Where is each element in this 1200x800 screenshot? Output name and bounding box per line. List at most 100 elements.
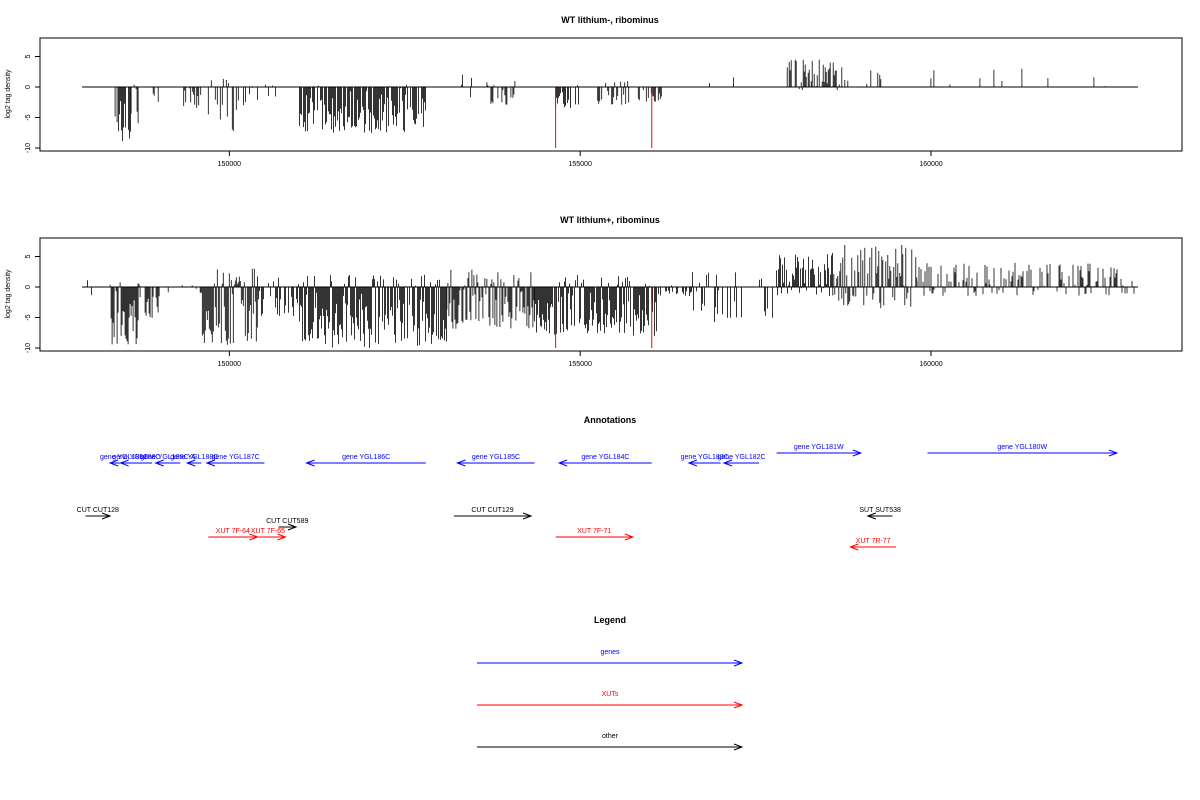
feature-arrowhead bbox=[185, 459, 196, 467]
y-tick-label: 5 bbox=[25, 254, 32, 258]
x-tick-label: 150000 bbox=[218, 361, 241, 368]
feature-label: gene YGL189C bbox=[100, 454, 148, 461]
other-feature: CUT CUT128 bbox=[77, 507, 119, 520]
gene-feature: gene YGL188C bbox=[170, 454, 218, 467]
legend-item-other: other bbox=[477, 733, 744, 751]
feature-arrowhead bbox=[455, 459, 466, 467]
feature-label: gene YGL182C bbox=[717, 454, 765, 461]
legend-item-xut: XUTs bbox=[477, 691, 744, 709]
feature-arrowhead bbox=[852, 449, 863, 457]
feature-arrowhead bbox=[522, 512, 533, 520]
other-feature: CUT CUT129 bbox=[453, 507, 533, 520]
gene-feature: gene YGL181W bbox=[776, 444, 863, 457]
legend-label: XUTs bbox=[602, 691, 619, 698]
legend-items: genes XUTs other bbox=[477, 649, 744, 751]
annotations-title: Annotations bbox=[584, 415, 637, 425]
feature-arrowhead bbox=[687, 459, 698, 467]
legend-arrowhead bbox=[733, 743, 744, 751]
y-tick-label: 0 bbox=[25, 285, 32, 289]
feature-arrowhead bbox=[205, 459, 216, 467]
feature-label: gene YGL188C-A bbox=[140, 454, 195, 461]
y-tick-label: -5 bbox=[25, 314, 32, 320]
legend-label: genes bbox=[600, 649, 620, 656]
highlight-bar-group bbox=[555, 287, 653, 348]
feature-label: XUT 7F-71 bbox=[577, 528, 611, 535]
gene-feature: gene YGL185C bbox=[455, 454, 535, 467]
feature-arrowhead bbox=[277, 533, 287, 541]
feature-label: gene YGL187C bbox=[212, 454, 260, 461]
y-axis: 5 0 -5 -10 bbox=[25, 254, 41, 353]
feature-label: gene YGL188C bbox=[170, 454, 218, 461]
gene-feature: gene YGL188C bbox=[112, 454, 160, 467]
xut-feature: XUT 7F-65 bbox=[250, 528, 287, 541]
feature-arrowhead bbox=[287, 523, 298, 531]
y-tick-label: -10 bbox=[25, 343, 32, 353]
feature-arrowhead bbox=[101, 512, 112, 520]
x-axis: 150000 155000 160000 bbox=[218, 350, 943, 368]
y-axis: 5 0 -5 -10 bbox=[25, 54, 41, 153]
feature-label: gene YGL186C bbox=[342, 454, 390, 461]
gene-feature: gene YGL188C-A bbox=[140, 454, 196, 467]
feature-arrowhead bbox=[154, 459, 164, 467]
gene-feature: gene YGL186C bbox=[305, 454, 426, 467]
bar-group bbox=[114, 59, 1106, 141]
x-axis: 150000 155000 160000 bbox=[218, 150, 943, 168]
legend-arrowhead bbox=[733, 701, 744, 709]
gene-feature: gene YGL180W bbox=[927, 444, 1119, 457]
feature-arrowhead bbox=[722, 459, 733, 467]
legend: Legend genes XUTs other bbox=[477, 615, 744, 751]
feature-arrowhead bbox=[1108, 449, 1119, 457]
x-tick-label: 160000 bbox=[919, 161, 942, 168]
panel-title: WT lithium-, ribominus bbox=[561, 15, 659, 25]
feature-label: CUT CUT129 bbox=[471, 507, 513, 514]
x-tick-label: 155000 bbox=[568, 361, 591, 368]
track-panel-lithium-plus: WT lithium+, ribominus log2 tag density … bbox=[5, 215, 1183, 368]
y-axis-label: log2 tag density bbox=[5, 69, 12, 119]
x-tick-label: 155000 bbox=[568, 161, 591, 168]
legend-label: other bbox=[602, 733, 619, 740]
feature-label: CUT CUT128 bbox=[77, 507, 119, 514]
legend-arrowhead bbox=[733, 659, 744, 667]
feature-label: gene YGL183C bbox=[681, 454, 729, 461]
other-feature: SUT SUT538 bbox=[859, 507, 901, 520]
feature-arrowhead bbox=[108, 459, 119, 467]
feature-arrowhead bbox=[866, 512, 877, 520]
feature-label: gene YGL184C bbox=[581, 454, 629, 461]
plot-frame bbox=[39, 37, 1183, 152]
x-tick-label: 150000 bbox=[218, 161, 241, 168]
feature-arrowhead bbox=[305, 459, 315, 467]
gene-feature: gene YGL187C bbox=[205, 454, 265, 467]
xut-feature: XUT 7R-77 bbox=[848, 538, 896, 551]
gene-feature: gene YGL182C bbox=[717, 454, 766, 467]
xut-feature: XUT 7F-71 bbox=[555, 528, 635, 541]
feature-arrowhead bbox=[119, 459, 129, 467]
y-tick-label: -10 bbox=[25, 143, 32, 153]
bar-group bbox=[87, 245, 1135, 348]
y-tick-label: -5 bbox=[25, 114, 32, 120]
feature-label: SUT SUT538 bbox=[859, 507, 901, 514]
feature-label: XUT 7F-64 bbox=[216, 528, 250, 535]
feature-label: gene YGL181W bbox=[794, 444, 844, 451]
track-panel-lithium-minus: WT lithium-, ribominus log2 tag density … bbox=[5, 15, 1183, 168]
feature-arrowhead bbox=[624, 533, 635, 541]
highlight-bar-group bbox=[555, 87, 653, 148]
other-feature: CUT CUT589 bbox=[266, 518, 308, 531]
gene-feature: gene YGL184C bbox=[557, 454, 652, 467]
feature-label: CUT CUT589 bbox=[266, 518, 308, 525]
panel-title: WT lithium+, ribominus bbox=[560, 215, 660, 225]
feature-label: gene YGL180W bbox=[997, 444, 1047, 451]
feature-arrowhead bbox=[848, 543, 859, 551]
legend-item-gene: genes bbox=[477, 649, 744, 667]
feature-label: gene YGL185C bbox=[472, 454, 520, 461]
feature-arrowhead bbox=[557, 459, 568, 467]
x-tick-label: 160000 bbox=[919, 361, 942, 368]
feature-label: gene YGL188C bbox=[112, 454, 160, 461]
y-axis-label: log2 tag density bbox=[5, 269, 12, 319]
feature-label: XUT 7R-77 bbox=[856, 538, 891, 545]
feature-label: XUT 7F-65 bbox=[251, 528, 285, 535]
y-tick-label: 5 bbox=[25, 54, 32, 58]
y-tick-label: 0 bbox=[25, 85, 32, 89]
